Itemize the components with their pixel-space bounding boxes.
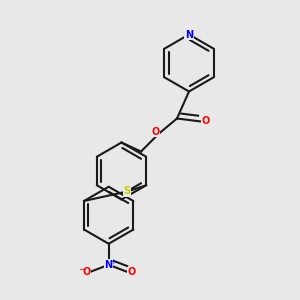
Text: N: N — [105, 260, 113, 270]
Text: −: − — [78, 265, 85, 274]
Text: N: N — [185, 29, 193, 40]
Text: O: O — [151, 127, 160, 137]
Text: O: O — [82, 267, 90, 277]
Text: S: S — [123, 186, 130, 196]
Text: +: + — [110, 259, 116, 265]
Text: O: O — [127, 267, 135, 277]
Text: O: O — [201, 116, 210, 127]
